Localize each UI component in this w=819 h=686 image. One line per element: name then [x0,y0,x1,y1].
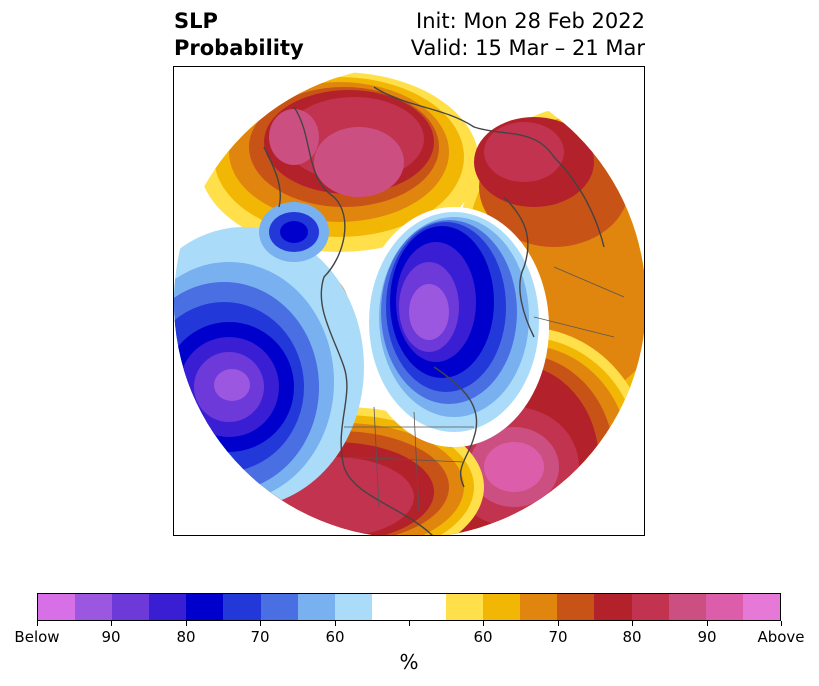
colorbar-cell [557,594,595,620]
colorbar [37,593,781,621]
colorbar-tick-label: 60 [473,628,493,646]
colorbar-cell [520,594,558,620]
colorbar-tick-label: 90 [697,628,717,646]
title-left: SLP Probability [174,8,304,62]
colorbar-tick-label: 60 [325,628,345,646]
colorbar-cell [334,594,372,620]
colorbar-cell [223,594,261,620]
colorbar-cell [483,594,521,620]
colorbar-tick-label: 90 [101,628,121,646]
valid-range: Valid: 15 Mar – 21 Mar [410,36,645,60]
title-right: Init: Mon 28 Feb 2022 Valid: 15 Mar – 21… [411,8,645,62]
colorbar-tick [781,621,782,626]
colorbar-tick [186,621,187,626]
colorbar-tick-label: 80 [622,628,642,646]
colorbar-cell [112,594,150,620]
colorbar-units: % [399,650,419,674]
colorbar-tick [335,621,336,626]
colorbar-tick [632,621,633,626]
political-borders [344,266,625,513]
colorbar-tick [260,621,261,626]
title-product: Probability [174,36,304,60]
colorbar-cell [705,594,743,620]
colorbar-cell [149,594,187,620]
colorbar-tick [483,621,484,626]
colorbar-tick [558,621,559,626]
colorbar-cell [446,594,484,620]
colorbar-cell [408,594,447,620]
colorbar-tick [37,621,38,626]
colorbar-tick [707,621,708,626]
colorbar-tick [111,621,112,626]
above-region-pacific [199,72,479,252]
colorbar-tick-label: 80 [176,628,196,646]
colorbar-cell [75,594,113,620]
colorbar-tick-label: Above [757,628,805,646]
colorbar-cell [668,594,706,620]
probability-map [174,67,644,535]
colorbar-tick-label: Below [14,628,60,646]
colorbar-cell [38,594,76,620]
colorbar-tick [409,621,410,626]
colorbar-cell [186,594,224,620]
colorbar-cell [631,594,669,620]
colorbar-tick-label: 70 [250,628,270,646]
coastlines [263,86,605,535]
title-variable: SLP [174,9,218,33]
map-panel [173,66,645,536]
colorbar-cell [742,594,780,620]
colorbar-cell [260,594,298,620]
colorbar-tick-label: 70 [548,628,568,646]
colorbar-cell [594,594,632,620]
colorbar-cell [297,594,335,620]
init-date: Init: Mon 28 Feb 2022 [416,9,645,33]
below-region-arctic [359,207,549,447]
colorbar-cell [371,594,409,620]
